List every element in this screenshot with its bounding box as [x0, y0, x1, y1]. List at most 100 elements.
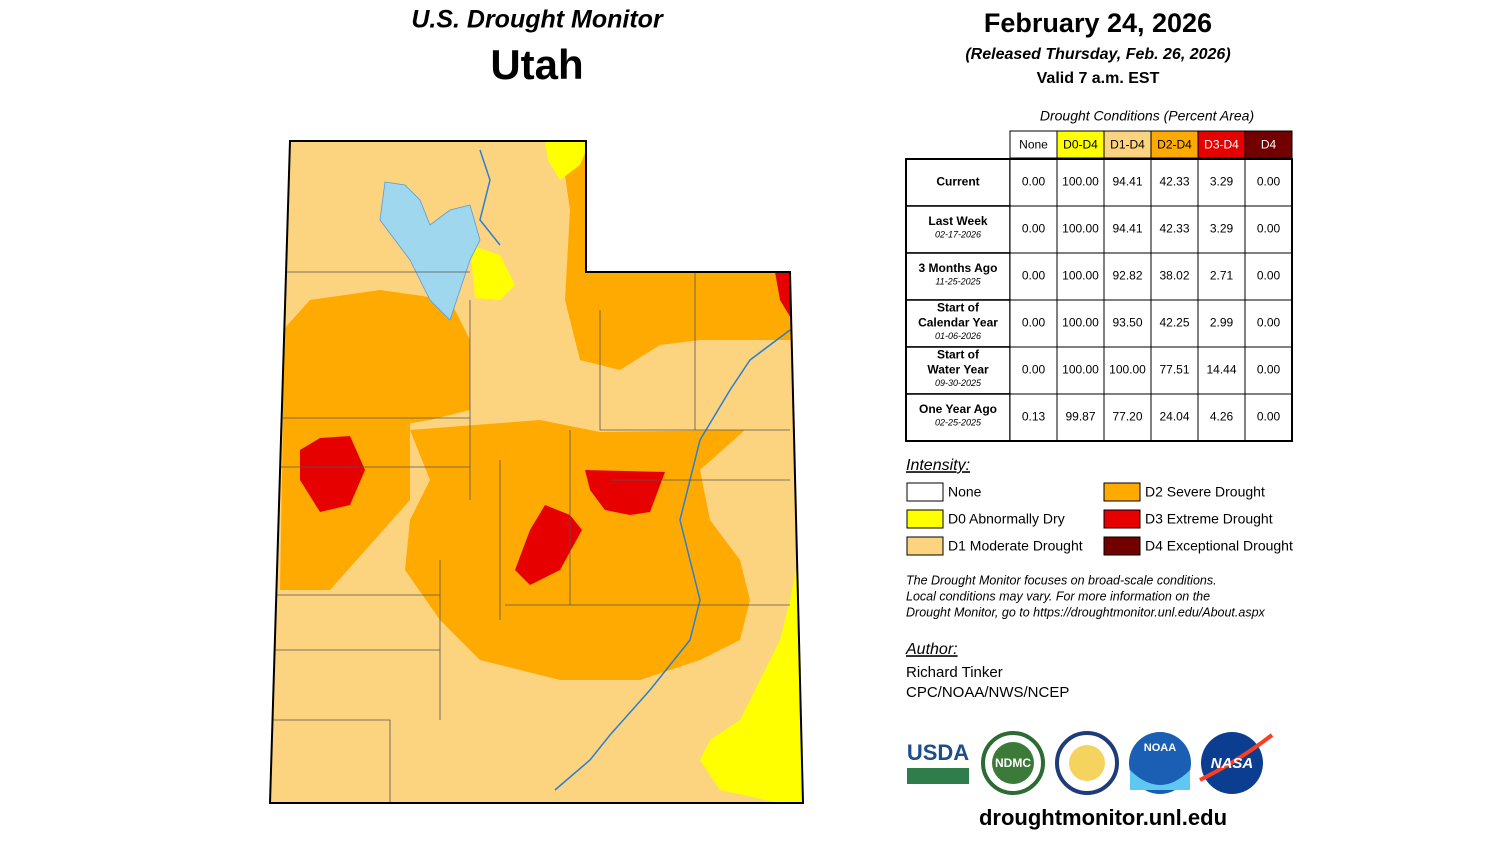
note-line: Drought Monitor, go to https://droughtmo…	[906, 605, 1266, 619]
d0-area	[470, 245, 515, 300]
released: (Released Thursday, Feb. 26, 2026)	[965, 46, 1230, 63]
author-name: Richard Tinker	[906, 664, 1003, 681]
value: 42.25	[1159, 316, 1189, 330]
river	[479, 149, 501, 246]
row-date: 11-25-2025	[935, 276, 981, 286]
note-line: The Drought Monitor focuses on broad-sca…	[906, 573, 1217, 587]
value-cell	[1009, 158, 1058, 207]
author-title: Author:	[905, 641, 958, 658]
value-cell	[1244, 158, 1293, 207]
value: 0.00	[1257, 175, 1281, 189]
d3-area	[585, 470, 665, 515]
url: droughtmonitor.unl.edu	[979, 805, 1227, 830]
value: 92.82	[1112, 269, 1142, 283]
logo-noaa: NOAA	[1144, 742, 1176, 754]
logo-nasa: NASA	[1211, 755, 1254, 772]
legend-label: D0 Abnormally Dry	[948, 511, 1065, 527]
value: 4.26	[1210, 410, 1234, 424]
row-label-cell	[905, 252, 1011, 301]
value: 100.00	[1062, 363, 1099, 377]
value: 0.00	[1257, 222, 1281, 236]
row-date: 01-06-2026	[935, 331, 981, 341]
legend-swatch	[906, 482, 944, 502]
value-cell	[1009, 205, 1058, 254]
lake	[379, 181, 481, 321]
row-label: Water Year	[927, 363, 989, 377]
value-cell	[1103, 205, 1152, 254]
value: 2.99	[1210, 316, 1234, 330]
value-cell	[1103, 252, 1152, 301]
row-date: 02-17-2026	[935, 229, 981, 239]
value: 94.41	[1112, 222, 1142, 236]
value: 94.41	[1112, 175, 1142, 189]
legend-title: Intensity:	[906, 457, 970, 474]
value: 0.00	[1022, 269, 1046, 283]
legend-swatch	[1103, 509, 1141, 529]
map	[270, 141, 803, 803]
d3-area	[515, 505, 582, 585]
column-label: None	[1019, 138, 1048, 152]
value: 2.71	[1210, 269, 1234, 283]
row-label: Last Week	[928, 214, 987, 228]
legend-label: D1 Moderate Drought	[948, 538, 1083, 554]
legend-label: D3 Extreme Drought	[1145, 511, 1273, 527]
table-caption: Drought Conditions (Percent Area)	[1040, 108, 1254, 124]
logo-doc-center	[1069, 745, 1105, 781]
header-cell	[1244, 130, 1293, 159]
column-label: D4	[1261, 138, 1277, 152]
header-cell	[1009, 130, 1058, 159]
value: 0.00	[1022, 222, 1046, 236]
value: 100.00	[1062, 316, 1099, 330]
author-org: CPC/NOAA/NWS/NCEP	[906, 684, 1069, 701]
value-cell	[1244, 299, 1293, 348]
value-cell	[1103, 393, 1152, 442]
value: 99.87	[1065, 410, 1095, 424]
value-cell	[1244, 393, 1293, 442]
value: 14.44	[1206, 363, 1236, 377]
d2-area	[560, 141, 800, 370]
river	[554, 329, 791, 791]
value: 77.20	[1112, 410, 1142, 424]
row-label: One Year Ago	[919, 402, 997, 416]
row-date: 09-30-2025	[935, 378, 982, 388]
logo-nasa-vector	[1199, 733, 1274, 782]
note-line: Local conditions may vary. For more info…	[906, 589, 1210, 603]
table-border	[905, 158, 1293, 442]
value: 42.33	[1159, 175, 1189, 189]
value: 0.00	[1257, 410, 1281, 424]
value: 3.29	[1210, 222, 1234, 236]
value-cell	[1150, 299, 1199, 348]
logo-noaa-wave	[1130, 770, 1190, 790]
value: 0.13	[1022, 410, 1046, 424]
row-label-cell	[905, 205, 1011, 254]
d2-area	[405, 420, 750, 680]
county-lines	[270, 271, 790, 803]
d3-area	[300, 436, 365, 512]
value: 0.00	[1022, 316, 1046, 330]
value: 0.00	[1257, 316, 1281, 330]
state-name: Utah	[490, 41, 583, 88]
value: 93.50	[1112, 316, 1142, 330]
row-date: 02-25-2025	[935, 417, 982, 427]
row-label: Start of	[937, 301, 980, 315]
legend-swatch	[1103, 536, 1141, 556]
value-cell	[1197, 299, 1246, 348]
column-label: D3-D4	[1204, 138, 1239, 152]
logo-usda-swoosh	[907, 768, 969, 784]
value-cell	[1197, 205, 1246, 254]
value: 100.00	[1062, 269, 1099, 283]
logos: USDA NDMC NOAA NASA	[907, 731, 1274, 795]
value: 24.04	[1159, 410, 1189, 424]
value-cell	[1150, 346, 1199, 395]
d0-area	[545, 141, 590, 180]
value: 100.00	[1062, 222, 1099, 236]
state-outline	[268, 140, 805, 804]
legend-label: None	[948, 484, 982, 500]
map-title: U.S. Drought Monitor	[411, 6, 664, 34]
row-label: Calendar Year	[918, 316, 998, 330]
column-label: D2-D4	[1157, 138, 1192, 152]
value: 0.00	[1022, 363, 1046, 377]
value: 77.51	[1159, 363, 1189, 377]
logo-usda: USDA	[907, 740, 969, 765]
